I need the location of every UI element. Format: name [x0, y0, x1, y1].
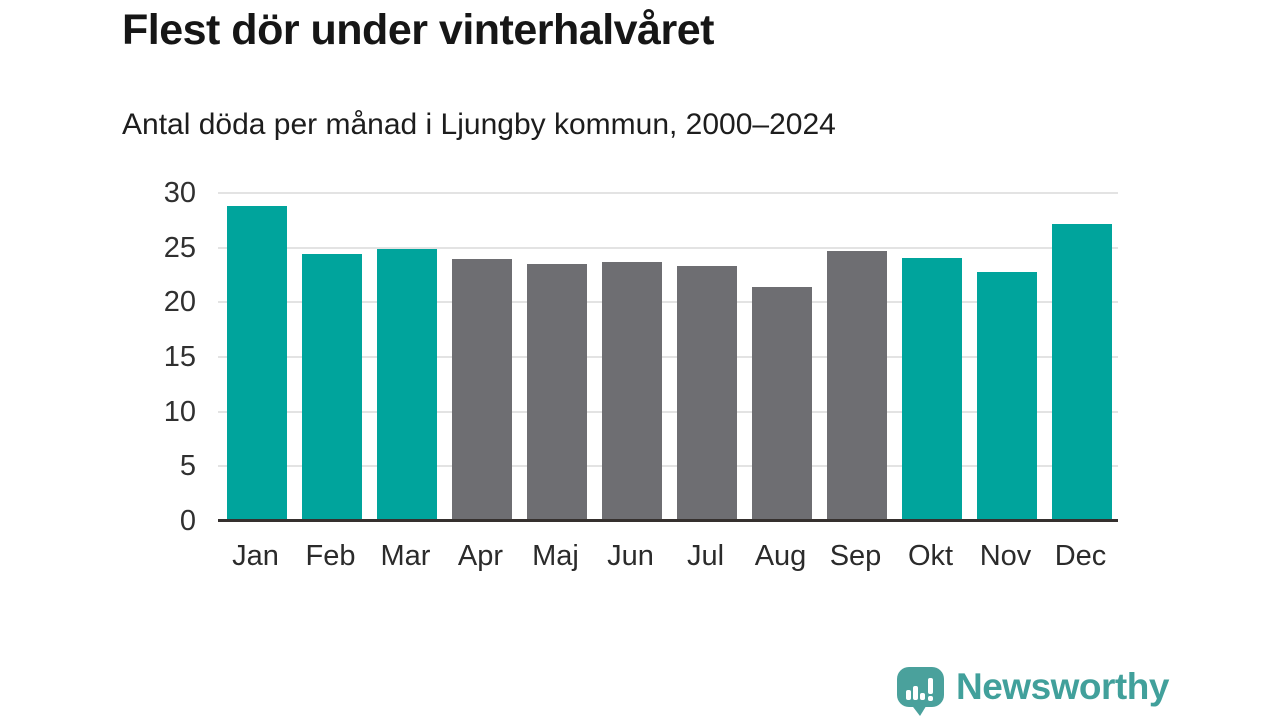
bar-jul	[677, 266, 737, 521]
y-tick-label: 10	[163, 395, 196, 428]
y-tick-label: 25	[163, 231, 196, 264]
y-tick-label: 20	[163, 286, 196, 319]
bar-feb	[302, 254, 362, 521]
logo-bar-icon	[906, 690, 911, 700]
bar-nov	[977, 271, 1037, 521]
newsworthy-logo: Newsworthy	[897, 664, 1169, 716]
logo-exclamation-icon	[928, 678, 933, 694]
x-tick-label-jun: Jun	[607, 540, 654, 572]
speech-bubble-tail	[910, 703, 928, 716]
y-tick-label: 0	[179, 505, 196, 537]
x-tick-label-jul: Jul	[686, 540, 725, 572]
bar-jun	[602, 261, 662, 521]
bar-okt	[902, 257, 962, 521]
plot-area	[218, 192, 1118, 522]
gridline-y-5	[218, 465, 1118, 468]
x-tick-label-aug: Aug	[754, 540, 807, 572]
y-axis-labels: 0 5 10 15 20 25 30	[0, 177, 196, 537]
bar-aug	[752, 287, 812, 521]
bar-dec	[1052, 223, 1112, 521]
x-tick-label-maj: Maj	[532, 540, 579, 572]
gridline-y-10	[218, 410, 1118, 413]
gridline-y-15	[218, 356, 1118, 358]
y-tick-label: 30	[163, 177, 196, 209]
bar-jan	[227, 206, 287, 521]
gridline-y-20	[218, 301, 1118, 304]
x-tick-label-okt: Okt	[907, 540, 954, 572]
x-axis-line	[218, 519, 1118, 522]
logo-exclamation-dot-icon	[928, 696, 933, 701]
bar-apr	[452, 258, 512, 521]
x-tick-label-apr: Apr	[457, 540, 504, 572]
bar-mar	[377, 248, 437, 521]
newsworthy-logo-text: Newsworthy	[956, 666, 1169, 707]
gridline-y-30	[218, 192, 1118, 194]
chart-subtitle: Antal döda per månad i Ljungby kommun, 2…	[122, 108, 836, 141]
x-tick-label-jan: Jan	[232, 540, 279, 572]
bar-maj	[527, 264, 587, 521]
x-axis-labels: Jan Feb Mar Apr Maj Jun Jul Aug Sep Okt Nov Dec	[218, 540, 1118, 576]
x-tick-label-nov: Nov	[979, 540, 1032, 572]
logo-bar-icon	[913, 686, 918, 700]
bar-sep	[827, 250, 887, 521]
gridline-y-25	[218, 246, 1118, 249]
x-tick-label-mar: Mar	[380, 540, 431, 572]
y-tick-label: 15	[163, 341, 196, 373]
bar-chart-speech-bubble-icon	[897, 667, 944, 716]
logo-bar-icon	[920, 693, 925, 700]
x-tick-label-dec: Dec	[1054, 540, 1107, 572]
x-tick-label-sep: Sep	[829, 540, 882, 572]
chart-title: Flest dör under vinterhalvåret	[122, 6, 714, 54]
x-tick-label-feb: Feb	[305, 540, 356, 572]
y-tick-label: 5	[179, 450, 196, 483]
